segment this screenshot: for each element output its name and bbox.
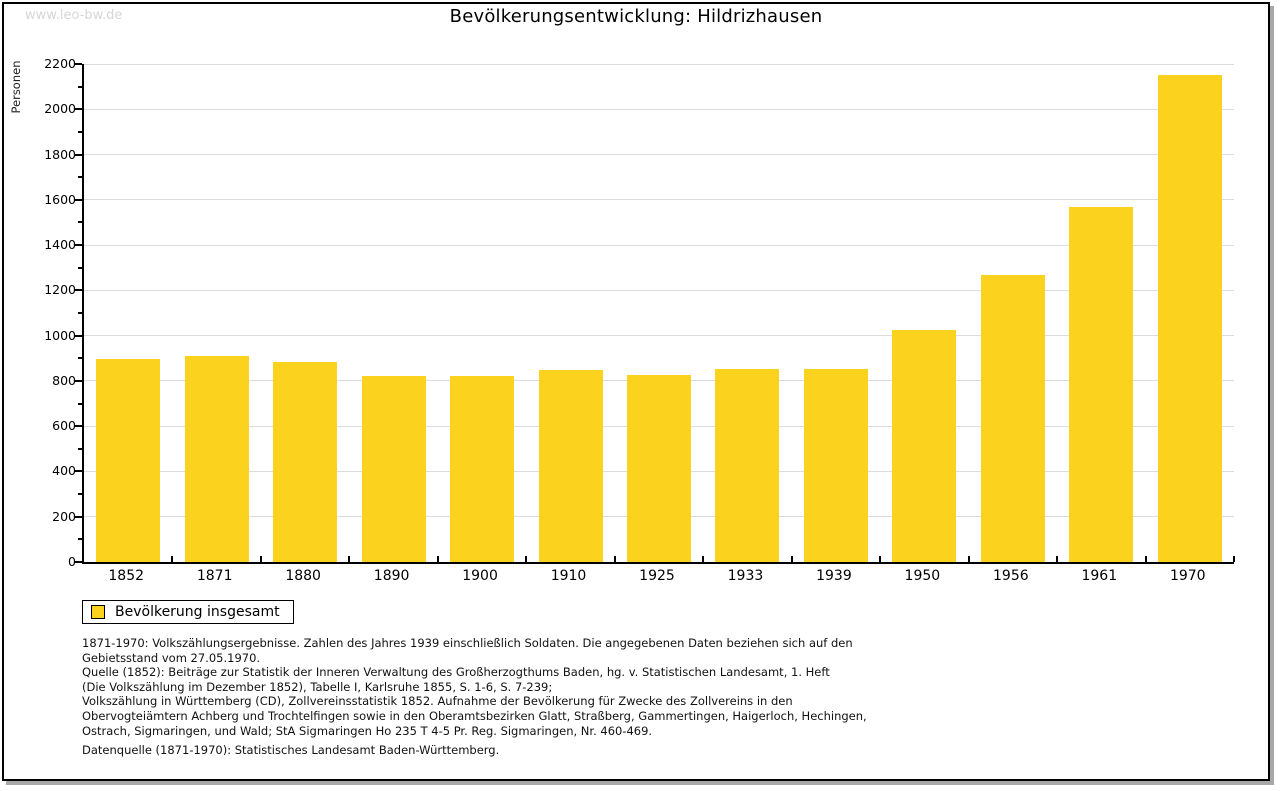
note-line: Quelle (1852): Beiträge zur Statistik de… xyxy=(82,665,830,680)
x-axis-labels: 1852 1871 1880 1890 1900 1910 1925 1933 1939 1950… xyxy=(82,568,1232,588)
y-minor-tick xyxy=(78,447,82,450)
bar-1956 xyxy=(980,274,1045,562)
x-tick-label: 1950 xyxy=(904,568,941,584)
page-frame: www.leo-bw.de Bevölkerungsentwicklung: H… xyxy=(2,2,1270,781)
y-major-tick xyxy=(75,334,82,337)
x-tick xyxy=(613,556,616,562)
y-major-tick xyxy=(75,470,82,473)
y-tick-label: 800 xyxy=(52,372,76,388)
bar-1900 xyxy=(450,375,515,562)
x-tick xyxy=(1233,556,1235,562)
y-minor-tick xyxy=(78,538,82,541)
legend-swatch-icon xyxy=(91,605,105,619)
y-minor-tick xyxy=(78,402,82,405)
note-line: Volkszählung in Württemberg (CD), Zollve… xyxy=(82,694,793,709)
x-tick xyxy=(790,556,793,562)
gridline xyxy=(84,154,1234,156)
y-minor-tick xyxy=(78,266,82,269)
y-tick-label: 2000 xyxy=(44,101,76,117)
plot-area xyxy=(82,63,1235,564)
y-tick-label: 1000 xyxy=(44,327,76,343)
y-major-tick xyxy=(75,198,82,201)
note-line: 1871-1970: Volkszählungsergebnisse. Zahl… xyxy=(82,636,853,650)
chart-title: Bevölkerungsentwicklung: Hildrizhausen xyxy=(449,6,823,27)
y-minor-tick xyxy=(78,176,82,179)
y-tick-label: 200 xyxy=(52,508,76,524)
y-major-tick xyxy=(75,425,82,428)
y-minor-tick xyxy=(78,493,82,496)
y-tick-label: 600 xyxy=(52,418,76,434)
x-tick xyxy=(259,556,262,562)
gridline xyxy=(84,108,1234,110)
note-line: Obervogteiämtern Achberg und Trochtelfin… xyxy=(82,708,867,723)
x-tick xyxy=(525,556,528,562)
x-tick-label: 1852 xyxy=(108,568,145,584)
x-tick xyxy=(348,556,351,562)
bar-1880 xyxy=(273,361,338,562)
datasource-note: Datenquelle (1871-1970): Statistisches L… xyxy=(82,743,500,757)
x-tick-label: 1970 xyxy=(1169,568,1206,584)
y-major-tick xyxy=(75,379,82,382)
y-tick-label: 400 xyxy=(52,463,76,479)
y-tick-label: 0 xyxy=(68,554,76,569)
y-tick-label: 1600 xyxy=(44,191,76,207)
bar-1925 xyxy=(627,374,691,562)
y-major-tick xyxy=(75,244,82,247)
x-tick xyxy=(436,556,439,562)
bar-1950 xyxy=(892,329,957,562)
bar-1970 xyxy=(1157,74,1222,562)
x-tick xyxy=(171,556,174,562)
y-minor-tick xyxy=(78,221,82,224)
x-tick-label: 1890 xyxy=(373,568,410,584)
y-major-tick xyxy=(75,63,82,65)
x-tick-label: 1880 xyxy=(285,568,321,584)
bar-1961 xyxy=(1069,207,1134,562)
bar-1852 xyxy=(96,358,161,562)
gridline xyxy=(84,199,1234,201)
x-tick xyxy=(967,556,970,562)
x-tick-label: 1910 xyxy=(550,568,587,584)
bar-1910 xyxy=(538,370,603,562)
x-tick-label: 1925 xyxy=(639,568,675,584)
note-line: Gebietsstand vom 27.05.1970. xyxy=(82,650,261,665)
y-minor-tick xyxy=(78,85,82,88)
x-tick xyxy=(879,556,882,562)
y-major-tick xyxy=(75,108,82,111)
note-line: (Die Volkszählung im Dezember 1852), Tab… xyxy=(82,679,553,694)
y-minor-tick xyxy=(78,357,82,360)
x-tick xyxy=(1056,556,1059,562)
x-tick xyxy=(1144,556,1147,562)
y-tick-label: 1400 xyxy=(44,237,76,253)
x-tick xyxy=(702,556,705,562)
gridline xyxy=(84,289,1234,291)
gridline xyxy=(84,244,1234,246)
y-tick-label: 2200 xyxy=(44,56,76,71)
bar-1933 xyxy=(715,369,780,562)
gridline xyxy=(84,335,1234,337)
x-tick-label: 1900 xyxy=(462,568,498,584)
x-tick-label: 1871 xyxy=(196,568,233,584)
note-line: Ostrach, Sigmaringen, und Wald; StA Sigm… xyxy=(82,723,653,738)
y-tick-label: 1800 xyxy=(44,146,76,162)
bar-1939 xyxy=(803,369,868,562)
watermark: www.leo-bw.de xyxy=(25,8,123,23)
x-tick-label: 1956 xyxy=(993,568,1029,584)
y-minor-tick xyxy=(78,130,82,133)
x-tick-label: 1939 xyxy=(816,568,852,584)
y-major-tick xyxy=(75,289,82,292)
bar-1871 xyxy=(184,356,249,562)
y-major-tick xyxy=(75,515,82,518)
y-minor-tick xyxy=(78,312,82,314)
y-tick-label: 1200 xyxy=(44,282,76,298)
x-tick-label: 1933 xyxy=(727,568,764,584)
y-major-tick xyxy=(75,153,82,156)
legend-label: Bevölkerung insgesamt xyxy=(115,604,280,620)
bar-1890 xyxy=(361,375,426,562)
x-tick-label: 1961 xyxy=(1081,568,1118,584)
y-major-tick xyxy=(75,561,82,563)
gridline xyxy=(84,63,1234,65)
footnotes: 1871-1970: Volkszählungsergebnisse. Zahl… xyxy=(82,636,867,738)
legend: Bevölkerung insgesamt xyxy=(82,600,294,624)
